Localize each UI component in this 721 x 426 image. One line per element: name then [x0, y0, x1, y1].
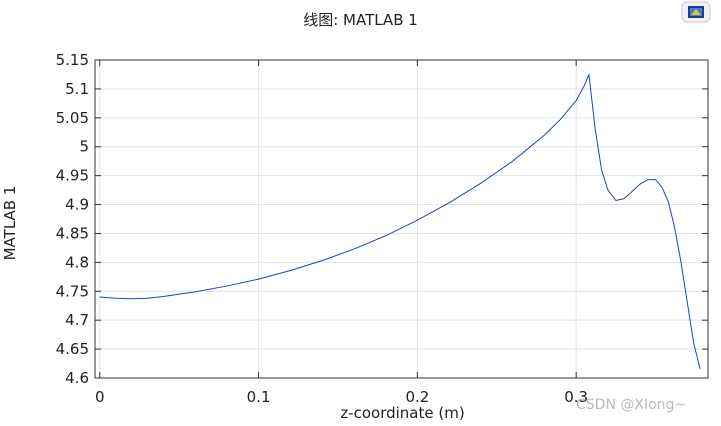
y-tick-label: 5.05 [56, 109, 89, 127]
chart-title: 线图: MATLAB 1 [303, 11, 418, 29]
x-tick-label: 0 [95, 388, 105, 406]
x-tick-label: 0.1 [247, 388, 271, 406]
y-tick-label: 4.7 [65, 311, 89, 329]
x-tick-label: 0.2 [405, 388, 429, 406]
series-line [99, 73, 701, 369]
y-tick-label: 5.15 [56, 51, 89, 69]
y-tick-label: 4.8 [65, 253, 89, 271]
x-axis-label: z-coordinate (m) [340, 404, 465, 422]
grid-lines [95, 59, 708, 379]
y-tick-label: 4.95 [56, 167, 89, 185]
comsol-logo-icon [681, 0, 711, 24]
y-tick-label: 5.1 [65, 80, 89, 98]
watermark: CSDN @XIong~ [576, 397, 687, 413]
y-tick-label: 4.6 [65, 369, 89, 387]
y-axis-label: MATLAB 1 [0, 186, 20, 261]
y-tick-label: 4.65 [56, 340, 89, 358]
y-axis-label-text: MATLAB 1 [1, 185, 19, 261]
series-layer [99, 73, 701, 369]
x-axis: 0 0.1 0.2 0.3 [95, 60, 588, 406]
y-tick-label: 4.75 [56, 282, 89, 300]
plot-frame [94, 59, 709, 379]
x-tick-label: 0.3 [564, 388, 588, 406]
y-tick-label: 5 [79, 138, 89, 156]
y-tick-label: 4.85 [56, 224, 89, 242]
y-tick-label: 4.9 [65, 196, 89, 214]
y-axis: 4.6 4.65 4.7 4.75 4.8 4.85 4.9 4.95 5 5.05 5.1 5.15 [56, 51, 708, 387]
